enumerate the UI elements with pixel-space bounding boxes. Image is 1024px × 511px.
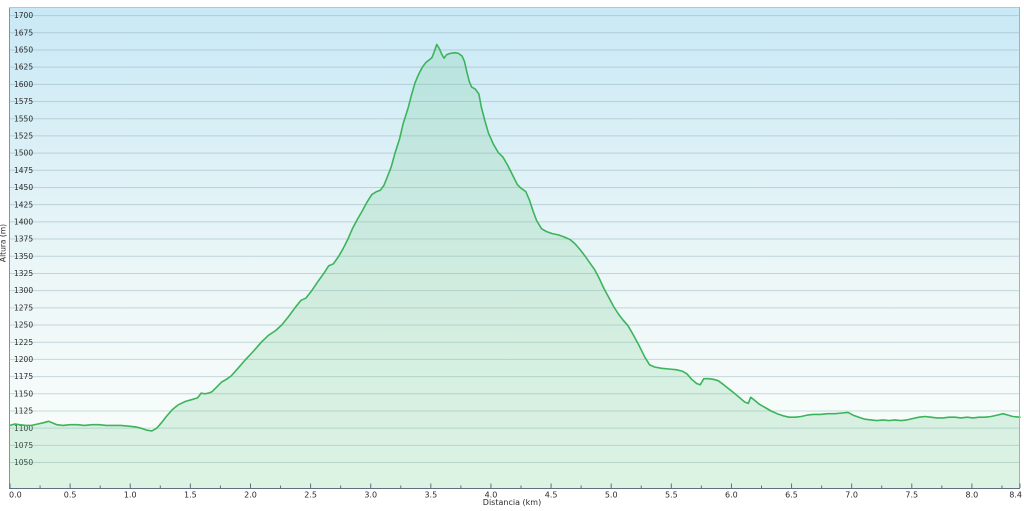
x-tick-label: 1.5 <box>184 491 197 500</box>
x-tick-label: 1.0 <box>124 491 137 500</box>
x-tick-label: 2.5 <box>304 491 317 500</box>
x-tick-label: 5.0 <box>605 491 618 500</box>
x-tick-label: 8.0 <box>966 491 979 500</box>
y-tick-label: 1075 <box>14 441 33 450</box>
x-tick-label: 0.0 <box>9 491 22 500</box>
x-tick-label: 7.5 <box>905 491 918 500</box>
y-tick-label: 1150 <box>14 389 33 398</box>
x-tick-label: 0.5 <box>64 491 77 500</box>
y-tick-label: 1625 <box>14 63 33 72</box>
x-tick-label: 3.5 <box>424 491 437 500</box>
x-tick-label: 6.5 <box>785 491 798 500</box>
y-tick-label: 1400 <box>14 217 33 226</box>
y-tick-label: 1175 <box>14 372 33 381</box>
y-tick-label: 1550 <box>14 114 33 123</box>
y-tick-label: 1650 <box>14 46 33 55</box>
y-tick-label: 1500 <box>14 149 33 158</box>
y-tick-label: 1275 <box>14 303 33 312</box>
x-tick-label: 4.5 <box>545 491 558 500</box>
y-tick-label: 1700 <box>14 11 33 20</box>
elevation-area <box>10 44 1020 489</box>
y-tick-label: 1425 <box>14 200 33 209</box>
y-tick-label: 1050 <box>14 458 33 467</box>
y-tick-label: 1600 <box>14 80 33 89</box>
x-tick-label: 4.0 <box>485 491 498 500</box>
elevation-line <box>9 43 1021 432</box>
y-tick-label: 1350 <box>14 252 33 261</box>
y-tick-label: 1125 <box>14 407 33 416</box>
y-tick-label: 1225 <box>14 338 33 347</box>
plot-background <box>10 8 1020 488</box>
y-tick-label: 1575 <box>14 97 33 106</box>
y-tick-label: 1375 <box>14 235 33 244</box>
y-tick-label: 1325 <box>14 269 33 278</box>
y-tick-label: 1475 <box>14 166 33 175</box>
y-tick-label: 1675 <box>14 28 33 37</box>
y-tick-label: 1250 <box>14 321 33 330</box>
y-tick-label: 1100 <box>14 424 33 433</box>
y-tick-label: 1525 <box>14 132 33 141</box>
y-tick-label: 1300 <box>14 286 33 295</box>
y-axis-title: Altura (m) <box>0 224 8 262</box>
x-tick-label: 5.5 <box>665 491 678 500</box>
y-tick-label: 1450 <box>14 183 33 192</box>
x-tick-label: 3.0 <box>364 491 377 500</box>
x-tick-label: 7.0 <box>845 491 858 500</box>
y-tick-label: 1200 <box>14 355 33 364</box>
x-tick-label: 2.0 <box>244 491 257 500</box>
x-axis-title: Distancia (km) <box>483 498 541 507</box>
x-tick-label: 8.4 <box>1009 491 1022 500</box>
x-tick-label: 6.0 <box>725 491 738 500</box>
